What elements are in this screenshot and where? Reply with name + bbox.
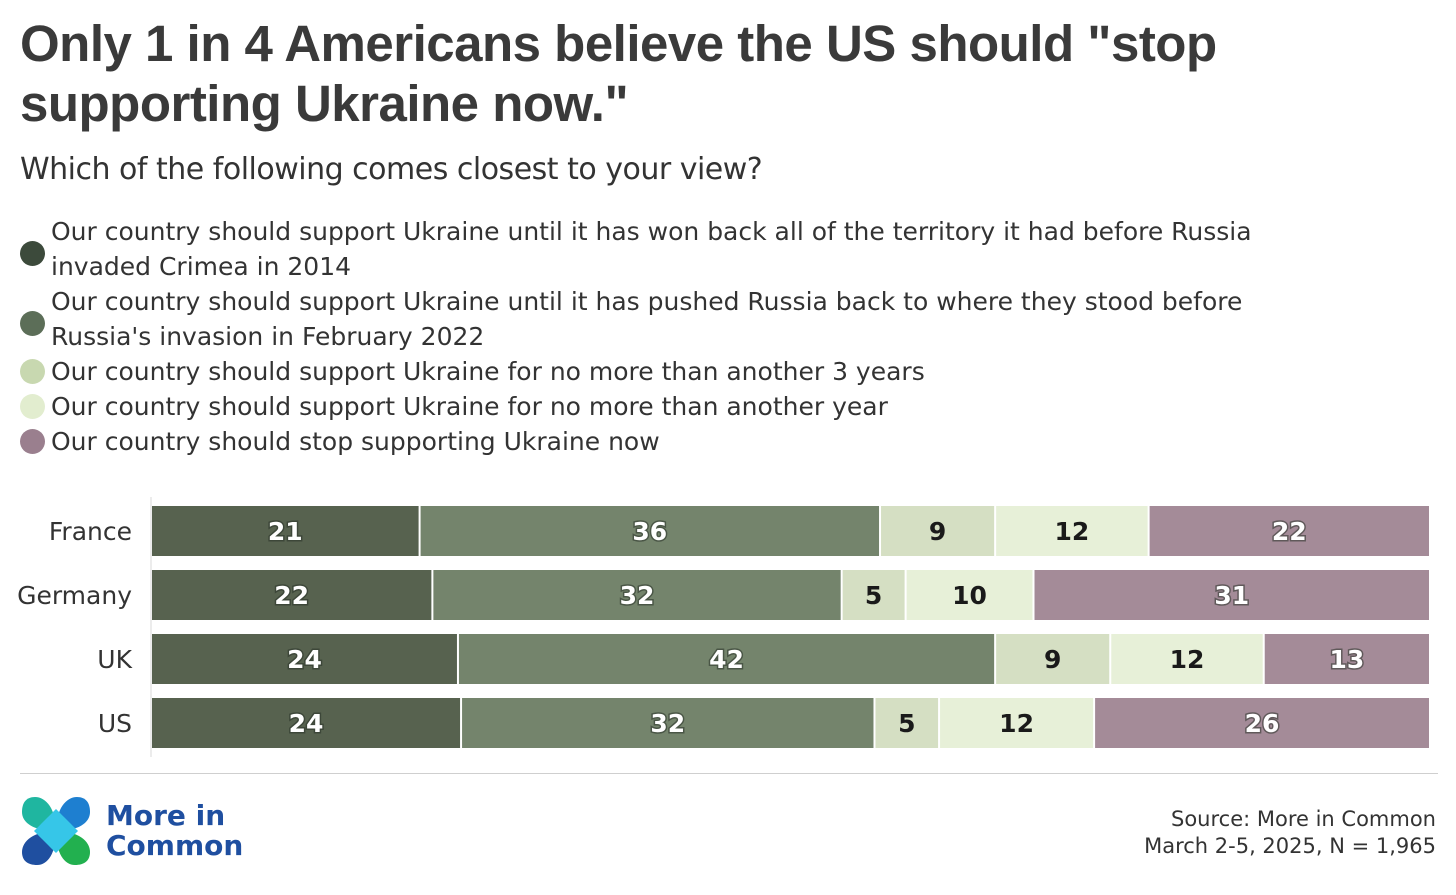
legend: Our country should support Ukraine until… [20,214,1320,459]
chart-svg: France 21 36 9 12 22 Germany 22 32 5 10 31 UK 24 42 9 12… [17,497,1429,757]
category-label: US [98,709,132,738]
legend-swatch [20,359,45,384]
source-note: Source: More in Common March 2-5, 2025, … [1144,806,1436,860]
category-label: UK [97,645,132,674]
source-line: Source: More in Common [1170,807,1436,831]
bar-segment [881,506,995,556]
legend-swatch [20,429,45,454]
bar-segment [420,506,880,556]
data-label: 36 [632,517,667,546]
footer-divider [20,773,1438,774]
category-label: Germany [17,581,132,610]
legend-item-stop-now: Our country should stop supporting Ukrai… [20,424,1320,459]
legend-item-february-2022: Our country should support Ukraine until… [20,284,1320,354]
data-label: 13 [1329,645,1364,674]
data-label: 22 [274,581,309,610]
legend-item-territory-2014: Our country should support Ukraine until… [20,214,1320,284]
legend-label: Our country should support Ukraine until… [51,287,1243,351]
legend-item-3-years: Our country should support Ukraine for n… [20,354,1320,389]
bar-segment [906,570,1033,620]
legend-item-1-year: Our country should support Ukraine for n… [20,389,1320,424]
legend-label: Our country should stop supporting Ukrai… [51,427,660,456]
data-label: 24 [287,645,322,674]
category-label: France [49,517,132,546]
bar-segment [940,698,1094,748]
logo-text-line1: More in [106,799,226,832]
bar-segment [462,698,874,748]
data-label: 42 [709,645,744,674]
data-label: 5 [898,709,915,738]
data-label: 9 [929,517,946,546]
legend-label: Our country should support Ukraine for n… [51,392,888,421]
bar-segment [152,634,457,684]
bar-segment [1095,698,1429,748]
bar-segment [433,570,841,620]
data-label: 12 [999,709,1034,738]
legend-swatch [20,311,45,336]
bar-segment [152,506,419,556]
chart-subtitle: Which of the following comes closest to … [20,152,763,187]
bar-segment [1264,634,1429,684]
data-label: 24 [289,709,324,738]
more-in-common-logo-icon [22,797,90,865]
legend-label: Our country should support Ukraine for n… [51,357,925,386]
stacked-bar-chart: France 21 36 9 12 22 Germany 22 32 5 10 31 UK 24 42 9 12… [0,495,1456,769]
bar-segment [842,570,905,620]
bar-segment [1149,506,1429,556]
data-label: 31 [1214,581,1249,610]
logo-text-line2: Common [106,829,244,862]
bar-segment [875,698,939,748]
bar-segment [152,698,461,748]
logo-text: More in Common [106,801,243,861]
fieldwork-dates: March 2-5, 2025, N = 1,965 [1144,834,1436,858]
bar-segment [1111,634,1263,684]
data-label: 32 [620,581,655,610]
data-label: 22 [1272,517,1307,546]
chart-title: Only 1 in 4 Americans believe the US sho… [20,15,1217,132]
data-label: 21 [268,517,303,546]
legend-swatch [20,394,45,419]
data-label: 26 [1245,709,1280,738]
data-label: 12 [1170,645,1205,674]
data-label: 32 [650,709,685,738]
logo: More in Common [20,795,243,867]
bar-segment [996,634,1110,684]
bar-segment [996,506,1148,556]
data-label: 12 [1054,517,1089,546]
bar-segment [152,570,432,620]
bar-segment [1034,570,1429,620]
data-label: 9 [1044,645,1061,674]
data-label: 5 [865,581,882,610]
bar-segment [458,634,995,684]
legend-label: Our country should support Ukraine until… [51,217,1252,281]
legend-swatch [20,241,45,266]
data-label: 10 [952,581,987,610]
